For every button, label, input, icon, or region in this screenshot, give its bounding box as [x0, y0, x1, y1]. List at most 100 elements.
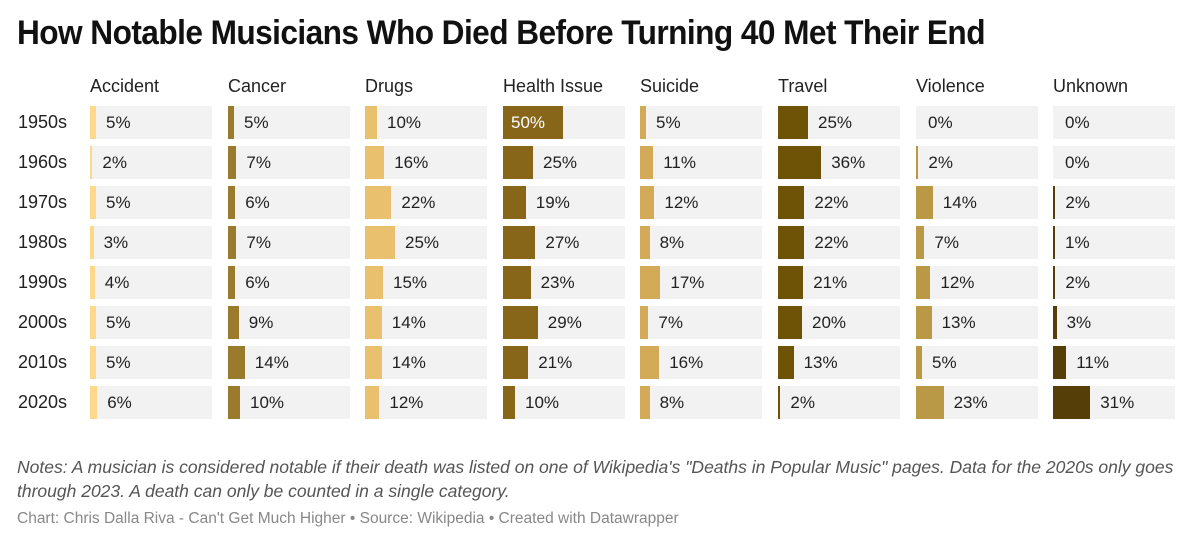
data-label: 2% — [1065, 273, 1090, 292]
data-label: 5% — [932, 353, 957, 372]
data-label: 0% — [1065, 113, 1090, 132]
data-label: 5% — [106, 353, 131, 372]
bar — [503, 106, 563, 139]
bar-cell: 13% — [778, 346, 900, 379]
data-label: 12% — [389, 393, 424, 412]
bar-cell: 31% — [1053, 386, 1175, 419]
data-label: 19% — [535, 193, 570, 212]
bar-cell: 21% — [778, 266, 900, 299]
bar-cell: 2% — [778, 386, 900, 419]
bar-cell: 11% — [640, 146, 762, 179]
bar-cell: 11% — [1053, 346, 1175, 379]
bar — [640, 186, 655, 219]
data-label: 11% — [663, 153, 696, 172]
row-label: 1960s — [18, 152, 68, 172]
bar — [916, 346, 922, 379]
chart-notes: Notes: A musician is considered notable … — [17, 457, 1174, 501]
bar-cell: 6% — [228, 266, 350, 299]
bar — [365, 226, 395, 259]
row-label: 1970s — [18, 192, 68, 212]
bar — [365, 266, 383, 299]
bar — [228, 266, 236, 299]
data-label: 14% — [391, 313, 426, 332]
bar-cell: 36% — [778, 146, 900, 179]
data-label: 2% — [928, 153, 953, 172]
row-label: 2000s — [18, 312, 68, 332]
bar-cell: 10% — [365, 106, 487, 139]
data-label: 25% — [818, 113, 853, 132]
data-label: 20% — [812, 313, 847, 332]
data-label: 15% — [393, 273, 428, 292]
bar-cell: 12% — [365, 386, 487, 419]
bar — [640, 226, 650, 259]
bar — [90, 266, 95, 299]
bar — [365, 106, 377, 139]
bar-cell: 5% — [640, 106, 762, 139]
bar-cell: 14% — [365, 346, 487, 379]
bar — [778, 106, 808, 139]
column-header: Accident — [90, 76, 160, 96]
data-label: 5% — [106, 313, 131, 332]
data-label: 29% — [547, 313, 582, 332]
data-label: 22% — [814, 193, 849, 212]
bar — [90, 346, 96, 379]
bar-cell: 20% — [778, 306, 900, 339]
bar-cell: 50% — [503, 106, 625, 139]
column-header: Travel — [778, 76, 828, 96]
column-header: Suicide — [640, 76, 700, 96]
data-label: 23% — [953, 393, 988, 412]
bar — [778, 346, 794, 379]
bar-cell: 3% — [90, 226, 212, 259]
data-label: 11% — [1076, 353, 1109, 372]
bar-cell: 12% — [640, 186, 762, 219]
bar-cell: 12% — [916, 266, 1038, 299]
bar — [228, 226, 237, 259]
data-label: 5% — [106, 193, 131, 212]
data-label: 6% — [107, 393, 132, 412]
data-label: 7% — [658, 313, 683, 332]
data-label: 6% — [245, 273, 270, 292]
bar-cell: 22% — [778, 186, 900, 219]
bar — [916, 186, 933, 219]
bar-cell: 25% — [365, 226, 487, 259]
bar-cell: 5% — [90, 106, 212, 139]
bar-cell: 0% — [916, 106, 1038, 139]
data-label: 10% — [387, 113, 422, 132]
data-label: 12% — [664, 193, 699, 212]
bar-cell: 7% — [916, 226, 1038, 259]
bar — [228, 186, 236, 219]
bar — [365, 306, 382, 339]
bar — [503, 186, 526, 219]
row-label: 1990s — [18, 272, 68, 292]
bar-cell: 8% — [640, 226, 762, 259]
bar — [916, 386, 944, 419]
bar — [503, 306, 538, 339]
bar — [778, 386, 781, 419]
bar — [503, 386, 515, 419]
data-label: 7% — [934, 233, 959, 252]
data-label: 4% — [104, 273, 130, 292]
bar — [640, 386, 650, 419]
bar — [228, 346, 245, 379]
bar — [640, 146, 654, 179]
bar-cell: 4% — [90, 266, 212, 299]
bar — [90, 146, 93, 179]
data-label: 22% — [814, 233, 849, 252]
bar-cell: 2% — [916, 146, 1038, 179]
data-label: 2% — [1065, 193, 1090, 212]
data-label: 10% — [525, 393, 560, 412]
data-label: 14% — [254, 353, 289, 372]
bar — [365, 346, 382, 379]
bar — [90, 186, 96, 219]
data-label: 22% — [401, 193, 436, 212]
bar — [90, 306, 96, 339]
data-label: 25% — [543, 153, 578, 172]
row-label: 1980s — [18, 232, 68, 252]
bar-cell: 0% — [1053, 146, 1175, 179]
bar — [1053, 266, 1056, 299]
bar — [365, 146, 385, 179]
data-label: 5% — [106, 113, 131, 132]
bar — [640, 346, 660, 379]
bar-cell: 10% — [228, 386, 350, 419]
bar — [640, 266, 661, 299]
